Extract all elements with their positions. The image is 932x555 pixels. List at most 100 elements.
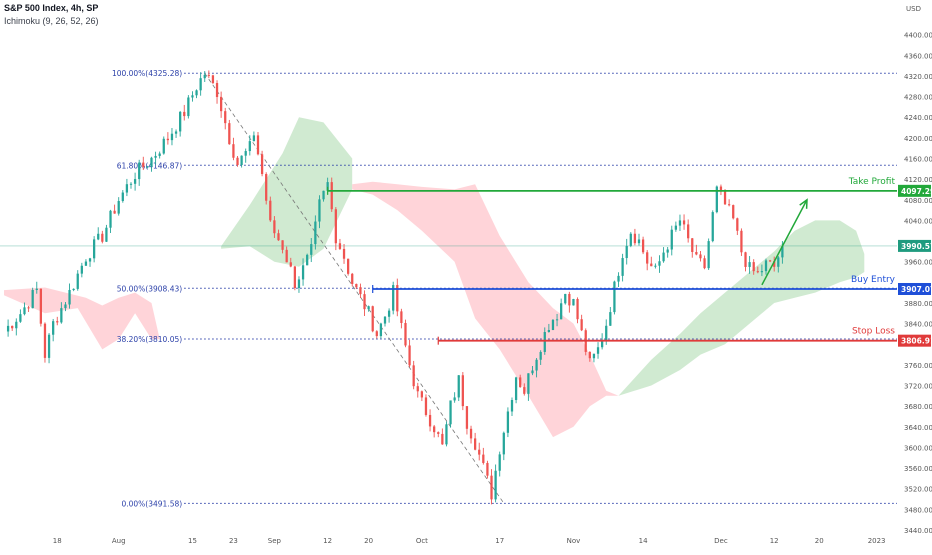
candle [687, 224, 690, 239]
candle [396, 285, 399, 312]
symbol-title[interactable]: S&P 500 Index, 4h, SP [4, 3, 99, 13]
x-tick-label: 17 [495, 537, 504, 545]
y-tick-label: 3840.00 [904, 321, 932, 329]
x-tick-label: Oct [416, 537, 428, 545]
fib-level-label: 0.00%(3491.58) [121, 499, 182, 508]
candle [334, 209, 337, 244]
ichimoku-cloud-bear [352, 181, 619, 438]
candle [47, 334, 51, 358]
candle [367, 306, 370, 310]
candle [342, 248, 346, 259]
y-tick-label: 4160.00 [904, 155, 932, 163]
candle [117, 201, 120, 214]
candle [666, 249, 669, 253]
candle [281, 240, 284, 250]
candle [625, 245, 628, 259]
candle [174, 131, 178, 134]
fib-level-label: 50.00%(3908.43) [117, 284, 183, 293]
candle [736, 218, 739, 231]
candle [711, 212, 714, 242]
candle [756, 271, 759, 273]
candle [510, 400, 514, 412]
price-tag-bg [898, 334, 931, 347]
x-tick-label: Aug [112, 537, 126, 545]
candle [547, 330, 551, 333]
candle [777, 257, 780, 267]
candle [346, 258, 350, 274]
candle [773, 261, 776, 267]
candle [142, 162, 145, 168]
x-tick-label: Sep [268, 537, 282, 545]
y-tick-label: 4120.00 [904, 176, 932, 184]
x-tick-label: Dec [714, 537, 728, 545]
candle [289, 262, 292, 267]
candle [166, 138, 170, 141]
candle [564, 293, 567, 304]
candle [125, 184, 129, 193]
candle [568, 293, 571, 306]
candle [211, 75, 215, 84]
candle [629, 233, 632, 246]
trade-level-name: Buy Entry [851, 275, 896, 285]
candle [273, 220, 276, 234]
candle [326, 182, 329, 191]
y-tick-label: 3560.00 [904, 465, 932, 473]
candle [404, 322, 407, 346]
candle [11, 325, 14, 329]
candle [617, 275, 620, 282]
candle [412, 365, 415, 387]
candle [179, 111, 182, 132]
y-tick-label: 3600.00 [904, 444, 932, 452]
candle [600, 340, 604, 348]
candle [252, 135, 256, 142]
candle [473, 438, 477, 450]
candle [576, 298, 579, 320]
candle [19, 314, 22, 322]
candle [330, 182, 333, 210]
candle [740, 230, 743, 253]
candle [519, 377, 522, 388]
candle [748, 262, 751, 267]
y-tick-label: 4240.00 [904, 114, 932, 122]
candle [703, 258, 706, 269]
candle [240, 155, 243, 165]
candle [637, 239, 641, 244]
x-tick-label: 23 [229, 537, 238, 545]
ichimoku-cloud-bull [618, 220, 865, 396]
candle [494, 470, 497, 500]
candle [318, 199, 321, 222]
candle [56, 321, 59, 323]
candle [609, 312, 612, 326]
candle [654, 265, 657, 267]
candle [113, 210, 116, 214]
candle [486, 462, 489, 476]
x-tick-label: 18 [53, 537, 62, 545]
candle [453, 397, 456, 401]
candle [355, 283, 358, 288]
price-tag-label: 3907.07 [901, 285, 932, 294]
candle [43, 323, 47, 358]
candle [306, 254, 309, 266]
candle [523, 387, 526, 394]
candle [129, 183, 133, 185]
candle [52, 321, 55, 335]
candle [527, 373, 530, 394]
candle [76, 273, 79, 289]
fib-level-label: 100.00%(4325.28) [112, 69, 182, 78]
candle [760, 271, 764, 273]
last-price-tag-label: 3990.57 [901, 242, 932, 251]
candle [97, 233, 100, 240]
y-tick-label: 4320.00 [904, 73, 932, 81]
candle [224, 111, 227, 124]
candle [207, 74, 210, 76]
candle [560, 303, 563, 320]
candle [744, 252, 747, 267]
indicator-legend[interactable]: Ichimoku (9, 26, 52, 26) [4, 16, 99, 26]
candle [215, 83, 219, 98]
y-tick-label: 3760.00 [904, 362, 932, 370]
candle [502, 432, 505, 455]
candle [203, 74, 206, 79]
trade-level-name: Stop Loss [852, 327, 895, 337]
